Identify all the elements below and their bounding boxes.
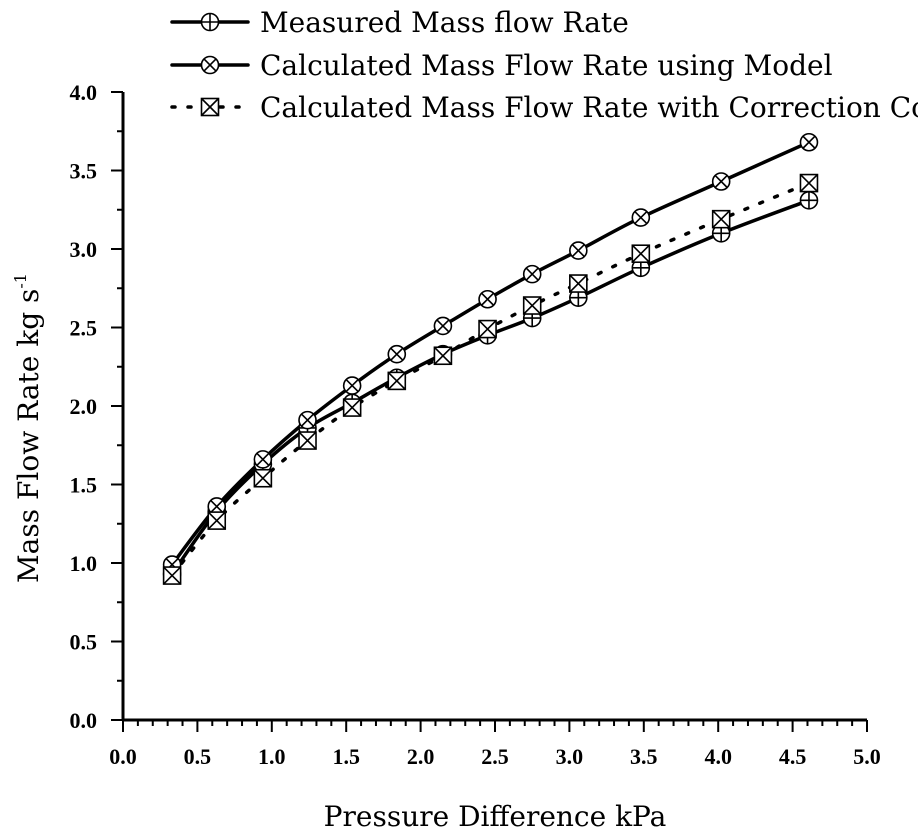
data-point-calculated-mass-flow-rate-with-correction-co bbox=[162, 566, 182, 585]
data-point-calculated-mass-flow-rate-using-model bbox=[342, 376, 362, 395]
legend-entry: Calculated Mass Flow Rate with Correctio… bbox=[170, 91, 918, 124]
data-point-calculated-mass-flow-rate-with-correction-co bbox=[342, 398, 362, 417]
x-axis-title: Pressure Difference kPa bbox=[324, 800, 667, 833]
data-point-calculated-mass-flow-rate-with-correction-co bbox=[298, 431, 317, 450]
data-point-calculated-mass-flow-rate-using-model bbox=[478, 289, 497, 309]
data-point-calculated-mass-flow-rate-using-model bbox=[387, 344, 407, 364]
data-point-calculated-mass-flow-rate-using-model bbox=[433, 316, 453, 336]
y-tick-label: 2.0 bbox=[70, 394, 98, 419]
y-tick-label: 4.0 bbox=[70, 80, 98, 105]
y-tick-label: 2.5 bbox=[70, 316, 98, 341]
data-point-calculated-mass-flow-rate-using-model bbox=[569, 241, 588, 260]
series-layer bbox=[162, 132, 819, 585]
data-point-calculated-mass-flow-rate-using-model bbox=[522, 264, 542, 284]
legend-label: Calculated Mass Flow Rate with Correctio… bbox=[260, 91, 918, 124]
x-tick-label: 1.5 bbox=[332, 744, 360, 769]
x-tick-label: 3.0 bbox=[556, 744, 584, 769]
data-point-calculated-mass-flow-rate-using-model bbox=[298, 410, 317, 430]
data-point-calculated-mass-flow-rate-with-correction-co bbox=[711, 209, 731, 229]
x-tick-label: 3.5 bbox=[630, 744, 658, 769]
x-tick-label: 5.0 bbox=[853, 744, 881, 769]
legend: Measured Mass flow Rate Calculated Mass F… bbox=[170, 6, 918, 124]
series-line-measured-mass-flow-rate bbox=[170, 198, 811, 576]
y-tick-label: 0.5 bbox=[70, 630, 98, 655]
legend-label: Measured Mass flow Rate bbox=[260, 6, 629, 39]
series-line-calculated-mass-flow-rate-with-correction-co bbox=[170, 181, 811, 578]
axes bbox=[121, 92, 867, 722]
y-tick-label: 0.0 bbox=[70, 708, 98, 733]
data-point-calculated-mass-flow-rate-with-correction-co bbox=[799, 173, 819, 193]
data-point-calculated-mass-flow-rate-with-correction-co bbox=[522, 296, 542, 315]
x-tick-label: 4.5 bbox=[779, 744, 807, 769]
data-point-calculated-mass-flow-rate-with-correction-co bbox=[478, 319, 497, 339]
data-point-calculated-mass-flow-rate-with-correction-co bbox=[631, 244, 651, 264]
x-tick-label: 2.0 bbox=[407, 744, 435, 769]
ticks: 0.0 0.5 1.0 1.5 2.0 2.5 3.0 3.5 4.0 4.5 5.0 0.0 0.5 1… bbox=[70, 80, 881, 769]
x-tick-label: 0.0 bbox=[109, 744, 137, 769]
x-tick-label: 0.5 bbox=[184, 744, 212, 769]
data-point-calculated-mass-flow-rate-using-model bbox=[253, 450, 273, 469]
data-point-calculated-mass-flow-rate-using-model bbox=[799, 132, 819, 152]
y-axis-title-superscript: -1 bbox=[11, 273, 30, 289]
legend-entry: Calculated Mass Flow Rate using Model bbox=[170, 49, 833, 82]
data-point-calculated-mass-flow-rate-using-model bbox=[207, 497, 227, 516]
data-point-calculated-mass-flow-rate-with-correction-co bbox=[207, 511, 227, 530]
y-tick-label: 1.5 bbox=[70, 473, 98, 498]
legend-entry: Measured Mass flow Rate bbox=[170, 6, 629, 39]
data-point-calculated-mass-flow-rate-using-model bbox=[711, 172, 731, 191]
data-point-calculated-mass-flow-rate-with-correction-co bbox=[569, 274, 588, 293]
data-point-calculated-mass-flow-rate-with-correction-co bbox=[253, 468, 273, 488]
data-point-calculated-mass-flow-rate-using-model bbox=[631, 208, 651, 227]
x-tick-label: 2.5 bbox=[481, 744, 509, 769]
legend-marker bbox=[200, 97, 220, 117]
y-axis-title-text: Mass Flow Rate kg s bbox=[12, 289, 45, 583]
y-tick-label: 3.0 bbox=[70, 237, 98, 262]
legend-marker bbox=[200, 12, 220, 32]
legend-marker bbox=[200, 55, 220, 75]
data-point-calculated-mass-flow-rate-with-correction-co bbox=[387, 371, 407, 391]
legend-label: Calculated Mass Flow Rate using Model bbox=[260, 49, 833, 82]
y-tick-label: 1.0 bbox=[70, 551, 98, 576]
x-tick-label: 1.0 bbox=[258, 744, 286, 769]
x-tick-label: 4.0 bbox=[704, 744, 732, 769]
series-line-calculated-mass-flow-rate-using-model bbox=[170, 140, 811, 567]
data-point-calculated-mass-flow-rate-with-correction-co bbox=[433, 346, 453, 366]
y-axis-title: Mass Flow Rate kg s-1 bbox=[11, 273, 45, 583]
y-tick-label: 3.5 bbox=[70, 159, 98, 184]
data-point-measured-mass-flow-rate bbox=[799, 191, 819, 210]
